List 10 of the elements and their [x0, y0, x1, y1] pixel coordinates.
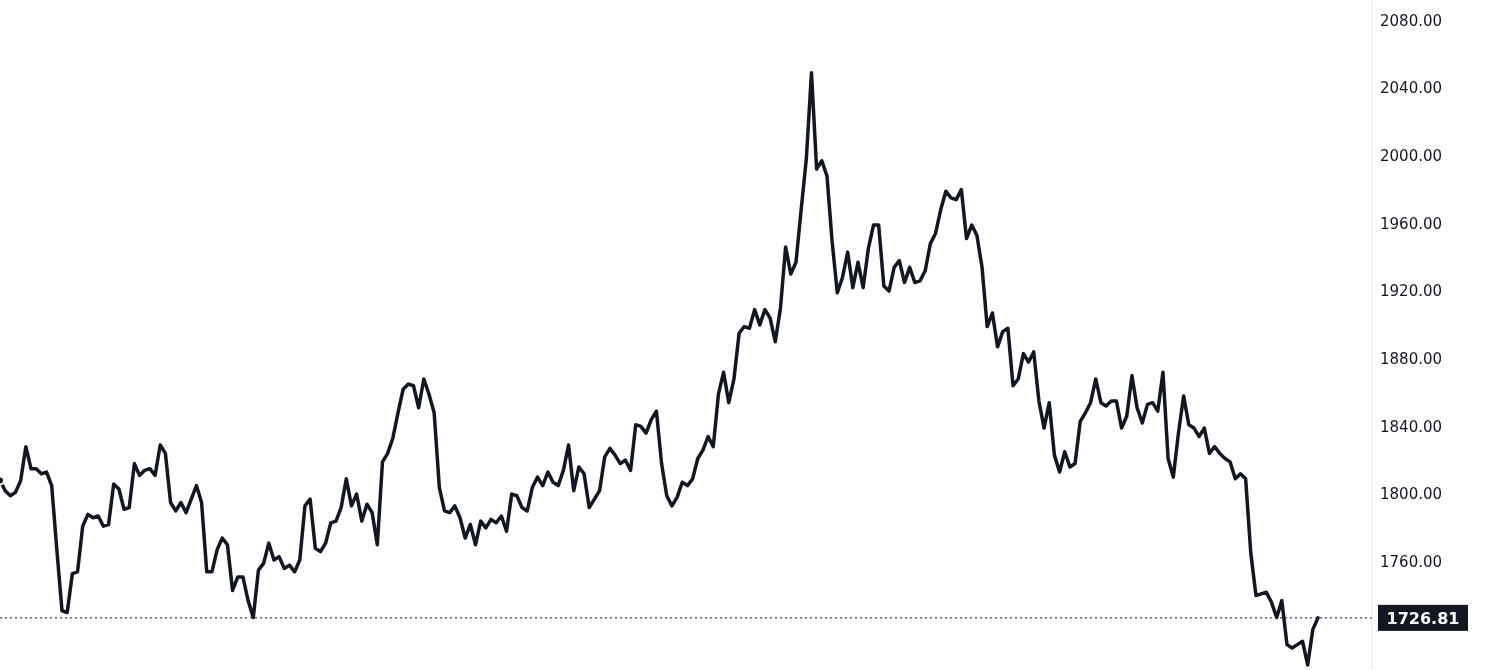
ref-line-label: 1726.81 — [1386, 608, 1460, 628]
y-tick-label: 1800.00 — [1380, 485, 1443, 504]
y-tick-label: 2000.00 — [1380, 146, 1443, 165]
y-tick-label: 1840.00 — [1380, 417, 1443, 436]
y-tick-label: 1960.00 — [1380, 214, 1443, 233]
y-tick-label: 2080.00 — [1380, 11, 1443, 30]
y-tick-label: 1920.00 — [1380, 282, 1443, 301]
y-tick-label: 2040.00 — [1380, 79, 1443, 98]
y-tick-label: 1760.00 — [1380, 553, 1443, 572]
y-tick-label: 1880.00 — [1380, 350, 1443, 369]
